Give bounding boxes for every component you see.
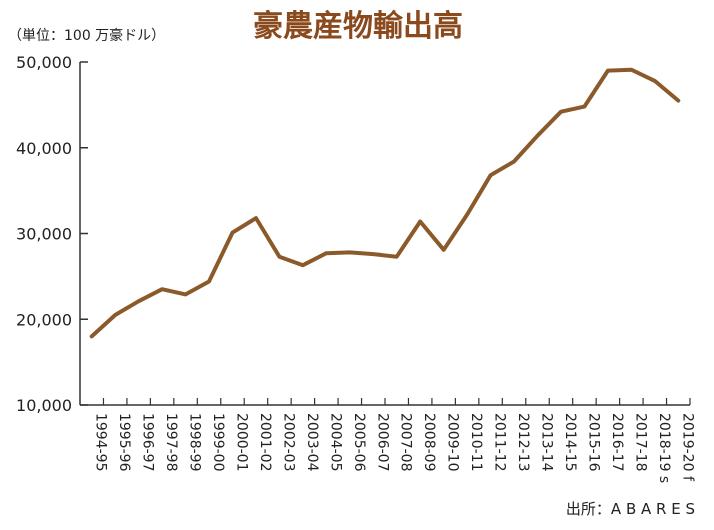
y-tick-label: 20,000 [16,310,72,329]
y-tick-label: 40,000 [16,139,72,158]
x-tick-label: 1995-96 [116,413,132,472]
x-tick-label: 2019-20 f [679,413,695,482]
source-label: 出所：A B A R E S [566,500,695,518]
y-tick-label: 10,000 [16,396,72,415]
x-tick-label: 1996-97 [140,413,156,472]
x-tick-label: 2011-12 [492,413,508,471]
x-tick-label: 2001-02 [257,413,273,472]
chart-title: 豪農産物輸出高 [253,9,463,44]
x-ticks: 1994-95 1995-96 1996-97 1997-98 1998-99 1999-… [93,398,695,483]
x-tick-label: 2015-16 [585,413,601,472]
x-tick-label: 2017-18 [632,413,648,472]
x-tick-label: 2010-11 [468,413,484,471]
x-tick-label: 2018-19 s [656,413,672,483]
x-tick-label: 2007-08 [398,413,414,472]
x-tick-label: 2008-09 [421,413,437,472]
x-tick-label: 2012-13 [515,413,531,472]
x-tick-label: 2013-14 [539,413,555,472]
y-ticks: 10,000 20,000 30,000 40,000 50,000 [16,53,88,415]
x-tick-label: 2003-04 [304,413,320,472]
x-tick-label: 2006-07 [374,413,390,472]
series-line [89,67,681,339]
x-tick-label: 1998-99 [187,413,203,472]
y-tick-label: 30,000 [16,225,72,244]
unit-label: （単位：100 万豪ドル） [8,28,165,44]
x-tick-label: 2000-01 [234,413,250,472]
x-tick-label: 2004-05 [327,413,343,472]
x-tick-label: 2014-15 [562,413,578,472]
x-tick-label: 2002-03 [280,413,296,472]
y-tick-label: 50,000 [16,53,72,72]
x-tick-label: 2005-06 [351,413,367,472]
x-tick-label: 1999-00 [210,413,226,472]
x-tick-label: 2016-17 [609,413,625,472]
x-tick-label: 2009-10 [445,413,461,472]
x-tick-label: 1994-95 [93,413,109,472]
x-tick-label: 1997-98 [163,413,179,472]
